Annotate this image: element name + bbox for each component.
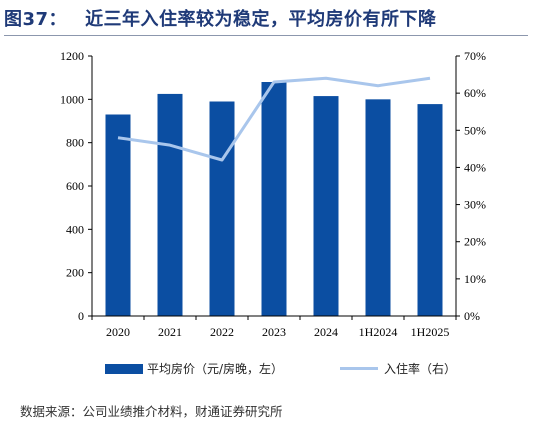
bar-1H2024 <box>365 99 391 316</box>
legend-label-price: 平均房价（元/房晚，左） <box>147 362 284 376</box>
y-right-tick-label: 30% <box>464 198 486 212</box>
legend: 平均房价（元/房晚，左） 入住率（右） <box>0 360 533 378</box>
y-right-tick-label: 60% <box>464 86 486 100</box>
x-tick-label-2021: 2021 <box>158 325 182 339</box>
figure-number: 图37： <box>4 9 68 30</box>
y-left-tick-label: 1200 <box>60 49 84 63</box>
title-text: 近三年入住率较为稳定，平均房价有所下降 <box>85 9 437 30</box>
bar-2024 <box>313 96 339 316</box>
x-tick-label-2024: 2024 <box>314 325 338 339</box>
title-divider <box>4 35 528 36</box>
legend-bar-swatch <box>105 363 143 374</box>
y-right-tick-label: 50% <box>464 123 486 137</box>
bar-2022 <box>209 101 235 316</box>
y-left-tick-label: 600 <box>66 179 84 193</box>
legend-label-occupancy: 入住率（右） <box>384 362 457 376</box>
bar-2021 <box>157 93 183 317</box>
y-left-tick-label: 400 <box>66 222 84 236</box>
y-left-tick-label: 800 <box>66 136 84 150</box>
occupancy-line <box>117 76 431 162</box>
x-tick-label-2022: 2022 <box>210 325 234 339</box>
legend-line-swatch <box>340 367 378 370</box>
bar-1H2025 <box>417 104 443 316</box>
source-note: 数据来源：公司业绩推介材料，财通证券研究所 <box>20 404 283 419</box>
bar-2023 <box>261 82 287 316</box>
y-right-tick-label: 0% <box>464 309 480 323</box>
x-tick-label-2020: 2020 <box>106 325 130 339</box>
y-left-tick-label: 0 <box>78 309 84 323</box>
y-right-tick-label: 40% <box>464 160 486 174</box>
y-right-tick-label: 20% <box>464 235 486 249</box>
y-right-tick-label: 70% <box>464 49 486 63</box>
y-left-tick-label: 200 <box>66 266 84 280</box>
x-tick-label-1H2025: 1H2025 <box>411 325 450 339</box>
y-left-tick-label: 1000 <box>60 92 84 106</box>
chart-title: 图37： 近三年入住率较为稳定，平均房价有所下降 <box>4 5 437 31</box>
legend-item-occupancy: 入住率（右） <box>340 360 456 377</box>
y-right-tick-label: 10% <box>464 272 486 286</box>
bar-2020 <box>105 114 131 316</box>
legend-item-price: 平均房价（元/房晚，左） <box>105 360 283 377</box>
x-tick-label-2023: 2023 <box>262 325 286 339</box>
x-tick-label-1H2024: 1H2024 <box>359 325 398 339</box>
